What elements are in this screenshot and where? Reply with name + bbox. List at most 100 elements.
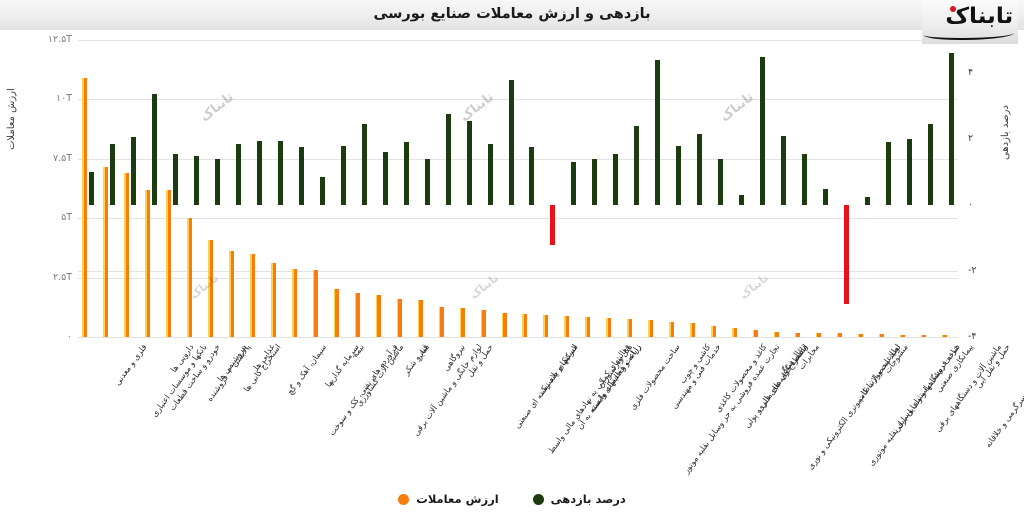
return-bar-positive[interactable] [508,79,514,205]
watermark: تابناک [187,271,221,302]
return-bar-positive[interactable] [257,140,263,205]
return-bar-positive[interactable] [927,124,933,205]
value-bar[interactable] [312,270,318,337]
return-bar-positive[interactable] [340,145,346,205]
value-bar[interactable] [166,189,172,338]
return-bar-positive[interactable] [466,120,472,205]
return-bar-positive[interactable] [676,145,682,205]
value-bar[interactable] [522,314,528,337]
value-bar[interactable] [375,295,381,337]
return-bar-positive[interactable] [718,158,724,205]
return-bar-positive[interactable] [697,134,703,205]
value-bar[interactable] [501,313,507,337]
value-bar[interactable] [543,315,549,337]
value-bar[interactable] [899,334,905,338]
return-bar-positive[interactable] [634,125,640,205]
value-bar[interactable] [815,333,821,337]
return-bar-positive[interactable] [592,158,598,205]
y-axis-left-title: ارزش معاملات [6,88,17,150]
value-bar[interactable] [773,332,779,337]
return-bar-positive[interactable] [801,153,807,205]
return-bar-positive[interactable] [487,143,493,205]
value-bar[interactable] [794,332,800,338]
return-bar-positive[interactable] [89,172,95,205]
return-bar-positive[interactable] [655,59,661,205]
return-bar-positive[interactable] [613,153,619,205]
return-bar-positive[interactable] [885,142,891,205]
value-bar[interactable] [752,329,758,338]
value-bar[interactable] [878,334,884,337]
return-bar-positive[interactable] [278,140,284,205]
return-bar-positive[interactable] [780,135,786,205]
return-bar-positive[interactable] [864,196,870,205]
return-bar-positive[interactable] [361,124,367,205]
value-bar[interactable] [585,316,591,338]
value-bar[interactable] [82,78,88,337]
value-bar[interactable] [648,319,654,338]
value-bar[interactable] [354,293,360,337]
value-bar[interactable] [690,322,696,338]
value-bar[interactable] [187,218,193,337]
value-bar[interactable] [124,173,130,337]
return-bar-positive[interactable] [759,56,765,205]
return-bar-positive[interactable] [110,143,116,205]
x-axis-category-label: لاستیک و پلاستیک [535,342,579,396]
return-bar-positive[interactable] [382,152,388,205]
value-bar[interactable] [103,167,109,337]
value-bar[interactable] [564,315,570,338]
value-bar[interactable] [627,319,633,337]
value-bar[interactable] [271,263,277,337]
value-bar[interactable] [229,251,235,337]
watermark: تابناک [717,89,757,126]
legend-item[interactable]: درصد بازدهی [532,492,626,506]
value-bar[interactable] [438,307,444,337]
return-bar-negative[interactable] [550,205,556,245]
return-bar-positive[interactable] [571,162,577,205]
value-bar[interactable] [333,289,339,337]
return-bar-positive[interactable] [424,158,430,205]
value-bar[interactable] [250,253,256,338]
return-bar-positive[interactable] [173,153,179,205]
brand-swoosh-icon [924,28,1014,40]
watermark: تابناک [197,89,237,126]
y-axis-left-tick: ۰ [66,331,72,342]
return-bar-positive[interactable] [236,143,242,205]
plot-area: ۱۲.۵T ۱۰T ۷.۵T ۵T ۲.۵T ۰ ۴ ۲ ۰ -۲ -۴ تابناک تابناک تا… [48,34,977,342]
value-bar[interactable] [606,317,612,337]
value-bar[interactable] [732,327,737,338]
gridline [78,40,958,41]
return-bar-positive[interactable] [152,94,158,205]
value-bar[interactable] [208,239,214,338]
return-bar-positive[interactable] [529,147,535,205]
return-bar-positive[interactable] [403,142,409,205]
return-bar-positive[interactable] [948,53,954,205]
value-bar[interactable] [920,334,926,338]
brand-logo: تابناک [922,0,1018,44]
value-bar[interactable] [857,333,863,338]
legend-item[interactable]: ارزش معاملات [398,492,499,506]
value-bar[interactable] [417,300,423,337]
return-bar-positive[interactable] [299,147,304,205]
return-bar-positive[interactable] [906,139,912,205]
value-bar[interactable] [396,298,402,337]
value-bar[interactable] [292,269,297,337]
value-bar[interactable] [836,333,842,337]
value-bar[interactable] [145,189,151,338]
value-bar[interactable] [459,308,465,337]
return-bar-positive[interactable] [822,188,828,205]
value-bar[interactable] [480,309,486,338]
return-bar-negative[interactable] [843,205,849,304]
value-bar[interactable] [941,335,947,337]
value-bar[interactable] [669,321,675,338]
return-bar-positive[interactable] [445,114,451,205]
value-bar[interactable] [711,326,717,337]
watermark: تابناک [737,271,771,302]
return-bar-positive[interactable] [194,155,200,205]
return-bar-positive[interactable] [319,176,325,205]
return-bar-positive[interactable] [131,137,137,205]
return-bar-positive[interactable] [739,195,744,205]
y-axis-right-tick: -۴ [968,331,977,342]
legend-swatch-icon [398,493,410,505]
y-axis-right-title: درصد بازدهی [1000,105,1011,160]
return-bar-positive[interactable] [215,158,221,205]
